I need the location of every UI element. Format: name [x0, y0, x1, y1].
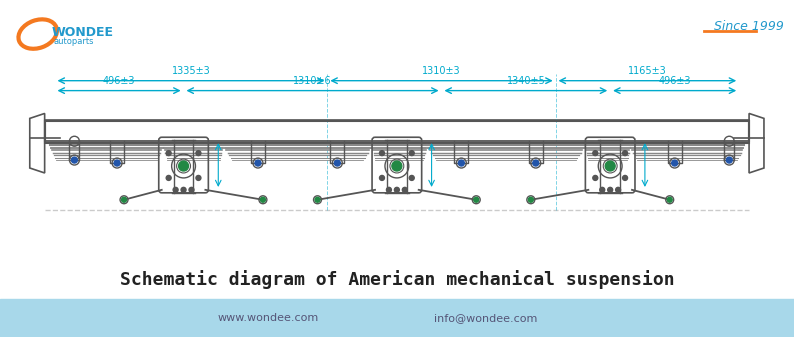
Circle shape [379, 151, 385, 155]
Circle shape [166, 151, 171, 155]
Text: Schematic diagram of American mechanical suspension: Schematic diagram of American mechanical… [119, 270, 674, 289]
Bar [45, 121, 749, 143]
Bar [0, 299, 794, 337]
Circle shape [394, 187, 399, 192]
Circle shape [255, 160, 261, 166]
Circle shape [622, 151, 627, 155]
Text: 1310±6: 1310±6 [294, 76, 332, 86]
Text: 496±3: 496±3 [658, 76, 691, 86]
Circle shape [606, 161, 615, 171]
Text: 496±3: 496±3 [103, 76, 135, 86]
Circle shape [386, 187, 391, 192]
Text: 1165±3: 1165±3 [628, 66, 666, 76]
Circle shape [528, 197, 534, 202]
Circle shape [402, 187, 407, 192]
Circle shape [608, 187, 613, 192]
Circle shape [667, 197, 672, 202]
Text: WONDEE: WONDEE [51, 26, 114, 39]
Circle shape [458, 160, 464, 166]
Circle shape [71, 157, 78, 163]
Text: www.wondee.com: www.wondee.com [218, 313, 318, 323]
Circle shape [178, 161, 189, 171]
Circle shape [166, 175, 171, 180]
Text: 1335±3: 1335±3 [172, 66, 210, 76]
Text: info@wondee.com: info@wondee.com [434, 313, 538, 323]
Text: 1340±5: 1340±5 [506, 76, 546, 86]
Circle shape [122, 197, 126, 202]
Circle shape [410, 175, 414, 180]
Circle shape [379, 175, 385, 180]
Circle shape [726, 157, 732, 163]
Circle shape [173, 187, 178, 192]
Circle shape [672, 160, 678, 166]
Circle shape [600, 187, 605, 192]
Circle shape [261, 197, 266, 202]
Circle shape [334, 160, 340, 166]
Circle shape [616, 187, 621, 192]
Text: autoparts: autoparts [54, 37, 94, 46]
Circle shape [196, 175, 201, 180]
Circle shape [392, 161, 402, 171]
Circle shape [181, 187, 186, 192]
Circle shape [410, 151, 414, 155]
Circle shape [114, 160, 120, 166]
Circle shape [593, 175, 598, 180]
Circle shape [189, 187, 194, 192]
Circle shape [533, 160, 538, 166]
Text: 1310±3: 1310±3 [422, 66, 461, 76]
Text: Since 1999: Since 1999 [714, 20, 784, 33]
Circle shape [622, 175, 627, 180]
Circle shape [315, 197, 320, 202]
Circle shape [593, 151, 598, 155]
Circle shape [474, 197, 478, 202]
Circle shape [196, 151, 201, 155]
